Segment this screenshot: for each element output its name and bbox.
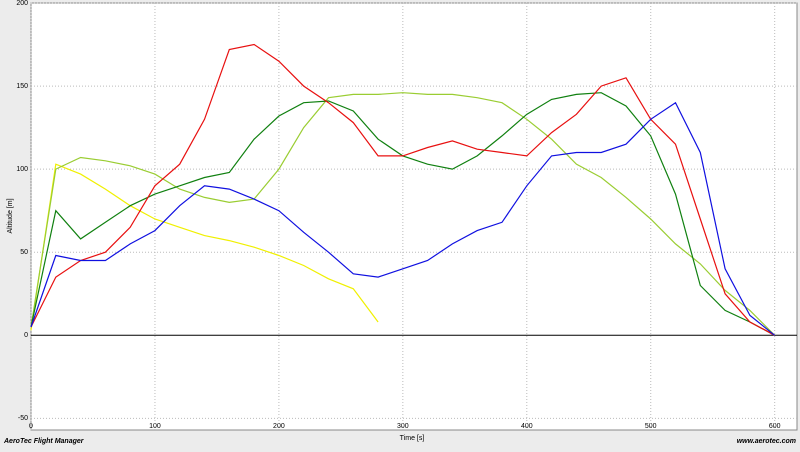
series-line: [30, 101, 776, 336]
y-tick-label: 0: [24, 332, 28, 339]
series-line: [30, 163, 379, 331]
footer-right: www.aerotec.com: [737, 438, 796, 445]
y-tick-label: 200: [16, 0, 28, 7]
x-axis-label: Time [s]: [400, 435, 425, 442]
series-line: [30, 92, 776, 336]
plot-area: [30, 2, 798, 431]
y-tick-label: 100: [16, 166, 28, 173]
y-axis-label: Altitude [m]: [7, 198, 14, 233]
y-tick-label: 50: [20, 249, 28, 256]
y-tick-label: 150: [16, 83, 28, 90]
footer-left: AeroTec Flight Manager: [3, 438, 85, 445]
y-tick-label: -50: [18, 415, 28, 422]
